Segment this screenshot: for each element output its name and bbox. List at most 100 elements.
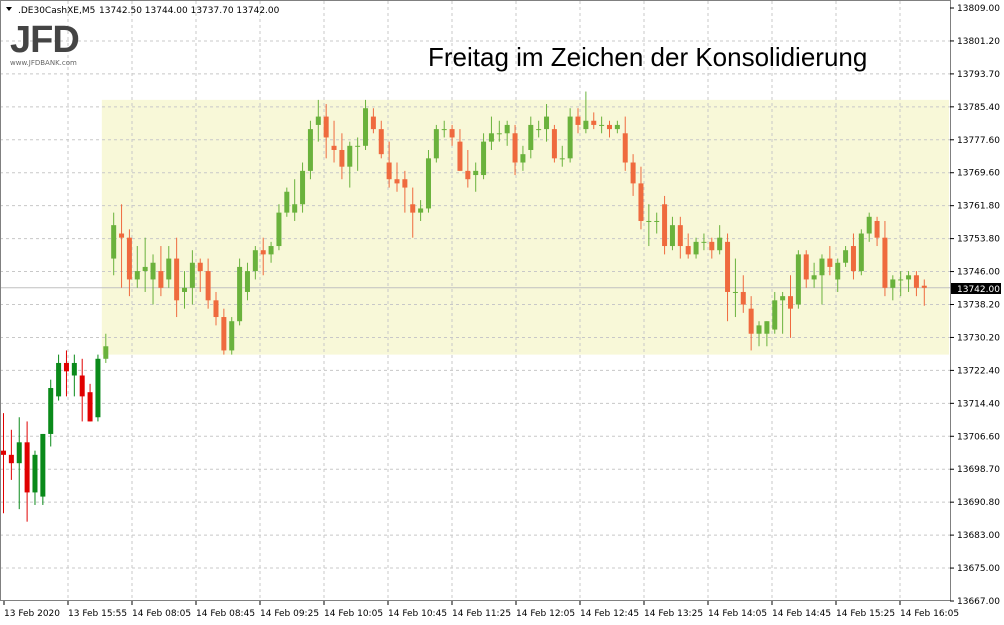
candle-body (559, 158, 565, 160)
candle-body (866, 216, 872, 234)
candle (79, 358, 85, 422)
candle-body (40, 433, 46, 497)
candle-body (504, 124, 510, 134)
candle-body (410, 204, 416, 213)
candle-body (473, 170, 479, 176)
x-tick-label: 14 Feb 10:05 (324, 609, 383, 619)
candle (63, 350, 69, 397)
y-tick-label: 13722.40 (957, 366, 1000, 376)
candle-body (87, 392, 93, 422)
candle (835, 258, 841, 292)
candle (394, 162, 400, 192)
candle-body (457, 141, 463, 171)
candle (16, 417, 22, 510)
candle-body (1, 450, 6, 455)
candle (205, 258, 211, 309)
grid (0, 1, 950, 601)
candle (425, 149, 431, 213)
candle (323, 104, 329, 159)
candle (473, 162, 479, 192)
candle (677, 216, 683, 259)
candle-body (843, 250, 849, 263)
candle-body (16, 442, 22, 464)
y-tick-label: 13793.70 (957, 70, 1000, 80)
candle (827, 246, 833, 276)
candle (402, 170, 408, 213)
y-tick-label: 13801.20 (957, 37, 1000, 47)
candle-body (780, 296, 786, 301)
candle-body (819, 258, 825, 276)
candle-body (795, 254, 801, 305)
candle (843, 246, 849, 267)
candle-body (772, 300, 778, 330)
candle (71, 354, 77, 397)
candle (764, 321, 770, 347)
y-tick-label: 13746.00 (957, 268, 1000, 278)
x-tick-label: 14 Feb 09:25 (260, 609, 319, 619)
chart-title: Freitag im Zeichen der Konsolidierung (428, 42, 867, 72)
candle (158, 246, 164, 297)
candle-body (756, 325, 762, 334)
candle-body (599, 124, 605, 126)
candle-body (221, 317, 227, 351)
dropdown-arrow-icon[interactable] (6, 7, 12, 11)
y-tick-label: 13667.00 (957, 597, 1000, 607)
candle (56, 354, 62, 401)
candle-body (363, 108, 369, 146)
candle (315, 99, 321, 142)
plot-frame (0, 0, 951, 601)
x-tick-label: 14 Feb 10:45 (388, 609, 447, 619)
candle-body (394, 179, 400, 184)
candle (142, 237, 148, 292)
candle-body (906, 275, 912, 280)
candle (24, 421, 30, 522)
candle-body (858, 233, 864, 272)
candle (732, 258, 738, 318)
candle-body (150, 262, 156, 280)
candle (355, 137, 361, 171)
candle (850, 233, 856, 280)
candle-body (244, 271, 250, 292)
candle-body (512, 133, 518, 163)
candle (906, 271, 912, 292)
candle (418, 200, 424, 221)
candle-body (567, 116, 573, 159)
jfd-logo: JFD www.JFDBANK.com (10, 19, 80, 67)
x-tick-label: 14 Feb 16:05 (900, 609, 959, 619)
candle (229, 317, 235, 355)
candle (819, 254, 825, 305)
candle (559, 145, 565, 167)
candle (803, 250, 809, 288)
candle (575, 108, 581, 134)
candle-body (717, 237, 723, 251)
candle-body (126, 237, 132, 280)
y-tick-label: 13777.60 (957, 136, 1000, 146)
candle-body (827, 258, 833, 267)
candle (591, 112, 597, 130)
candle-body (197, 262, 203, 272)
y-tick-label: 13683.00 (957, 531, 1000, 541)
candle-body (252, 250, 258, 272)
candle (544, 104, 550, 142)
candle (465, 149, 471, 188)
candle-body (890, 279, 896, 288)
candle (756, 321, 762, 347)
candle (725, 233, 731, 322)
candle-body (71, 362, 77, 376)
candle-body (158, 271, 164, 288)
x-tick-label: 14 Feb 14:05 (708, 609, 767, 619)
candle (669, 216, 675, 251)
current-price-badge: 13742.00 (951, 283, 1001, 295)
candle-body (835, 262, 841, 280)
candle (654, 212, 660, 234)
candle-body (315, 116, 321, 125)
candle-body (528, 124, 534, 150)
candle (213, 291, 219, 326)
candle-body (323, 116, 329, 138)
candle (882, 220, 888, 297)
candle-body (229, 321, 235, 351)
candle (284, 187, 290, 217)
x-tick-label: 14 Feb 08:45 (196, 609, 255, 619)
candle-body (898, 279, 904, 281)
